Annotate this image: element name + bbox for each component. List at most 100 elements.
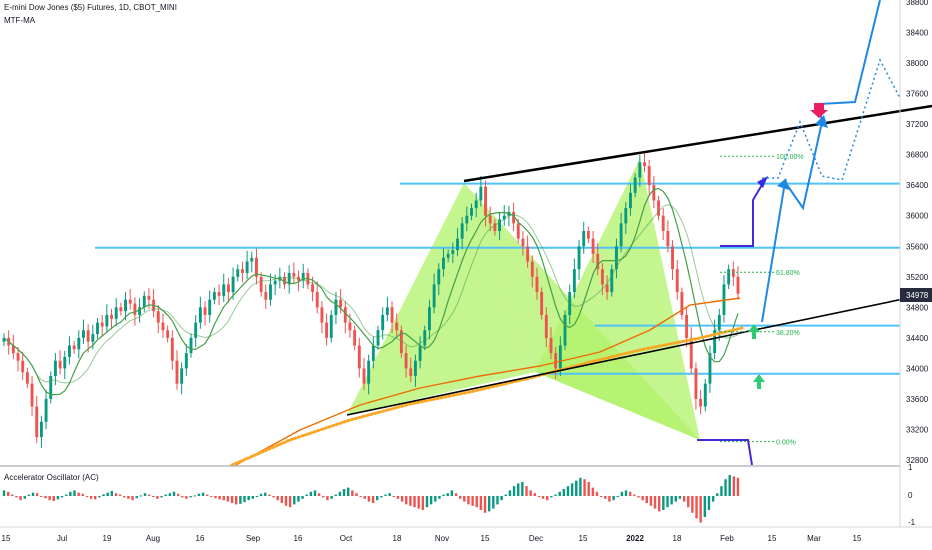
candle [189, 333, 193, 358]
oscillator-bar [483, 496, 487, 513]
ma-dotted-line [230, 326, 744, 467]
last-price-tag [900, 288, 932, 302]
oscillator-bar [181, 496, 184, 498]
candle-body [437, 269, 441, 285]
candle-body [208, 299, 212, 315]
candle [362, 357, 366, 390]
oscillator-bar [243, 496, 246, 503]
oscillator-bar [102, 494, 105, 496]
time-tick-label: Nov [435, 534, 449, 543]
oscillator-bar [546, 496, 549, 501]
candle-body [16, 353, 20, 361]
candle [689, 327, 693, 375]
oscillator-bar [396, 496, 400, 499]
price-tick-label: 36800 [906, 151, 929, 160]
candle [540, 287, 544, 320]
candle [255, 248, 258, 285]
candle-body [283, 276, 286, 285]
oscillator-bar [272, 496, 275, 498]
candle [638, 154, 642, 187]
candle [175, 350, 179, 390]
candle [390, 301, 394, 334]
candle-body [53, 360, 57, 377]
oscillator-bar [81, 493, 84, 496]
candle-body [516, 223, 520, 239]
oscillator-bar [139, 495, 143, 497]
candle [269, 273, 272, 306]
candle [423, 325, 427, 351]
oscillator-bar [77, 492, 80, 496]
candle-body [198, 307, 202, 323]
candle-body [591, 238, 595, 254]
projection-main [761, 121, 823, 323]
oscillator-bar [434, 496, 437, 502]
oscillator-bar [674, 496, 677, 502]
candle-body [657, 200, 660, 216]
candle [142, 291, 146, 312]
oscillator-bar [595, 491, 599, 496]
candle [68, 336, 71, 365]
oscillator-bar [222, 496, 225, 501]
oscillator-bar [504, 494, 507, 496]
oscillator-bar [658, 496, 661, 512]
candle-body [203, 307, 207, 315]
oscillator-bar [247, 496, 250, 501]
oscillator-bar [48, 496, 51, 501]
candle [535, 267, 539, 300]
candle-body [68, 345, 71, 357]
oscillator-bar [371, 496, 375, 503]
candle-body [161, 322, 165, 331]
oscillator-bar [276, 496, 279, 501]
oscillator-bar [703, 496, 707, 517]
candle [367, 354, 371, 395]
candle [624, 201, 628, 235]
candle-body [231, 276, 235, 293]
oscillator-bar [40, 496, 43, 497]
lower-trendline [346, 292, 932, 416]
oscillator-bar [73, 490, 76, 496]
price-tick-label: 36000 [906, 212, 929, 221]
oscillator-bar [23, 496, 26, 499]
candle [451, 242, 455, 264]
candle [156, 305, 160, 334]
oscillator-layer [0, 465, 900, 523]
candle-body [432, 284, 436, 308]
oscillator-bar [259, 493, 263, 496]
candle [245, 250, 249, 280]
candle-body [600, 269, 604, 285]
candle-body [596, 253, 600, 270]
time-tick-label: Mar [807, 534, 821, 543]
ma-slow-line [3, 204, 739, 384]
candle [708, 345, 712, 393]
candle [212, 287, 216, 305]
projection-violet-lower [697, 439, 753, 466]
candle-body [680, 292, 684, 315]
time-tick-label: 16 [196, 534, 205, 543]
candle [114, 298, 118, 327]
candle-body [381, 314, 385, 331]
candle-body [470, 208, 473, 216]
candle [124, 292, 128, 321]
candle [699, 389, 703, 415]
candle [413, 354, 417, 387]
candle-body [292, 272, 296, 277]
candle [582, 221, 586, 254]
candle-body [633, 177, 637, 193]
candle-body [577, 246, 581, 270]
oscillator-bar [670, 496, 673, 505]
candle-body [530, 261, 534, 277]
candle-body [652, 185, 656, 201]
oscillator-bar [313, 490, 317, 496]
time-tick-label: 15 [853, 534, 862, 543]
candle [600, 263, 604, 296]
candle [35, 395, 39, 444]
time-tick-label: 15 [481, 534, 490, 543]
oscillator-tick-label: 0 [908, 491, 913, 500]
projection-dotted [762, 58, 901, 181]
candle-body [446, 253, 450, 258]
oscillator-bar [591, 487, 595, 496]
oscillator-bar [467, 496, 470, 505]
candle [643, 151, 646, 173]
oscillator-bar [330, 496, 333, 499]
